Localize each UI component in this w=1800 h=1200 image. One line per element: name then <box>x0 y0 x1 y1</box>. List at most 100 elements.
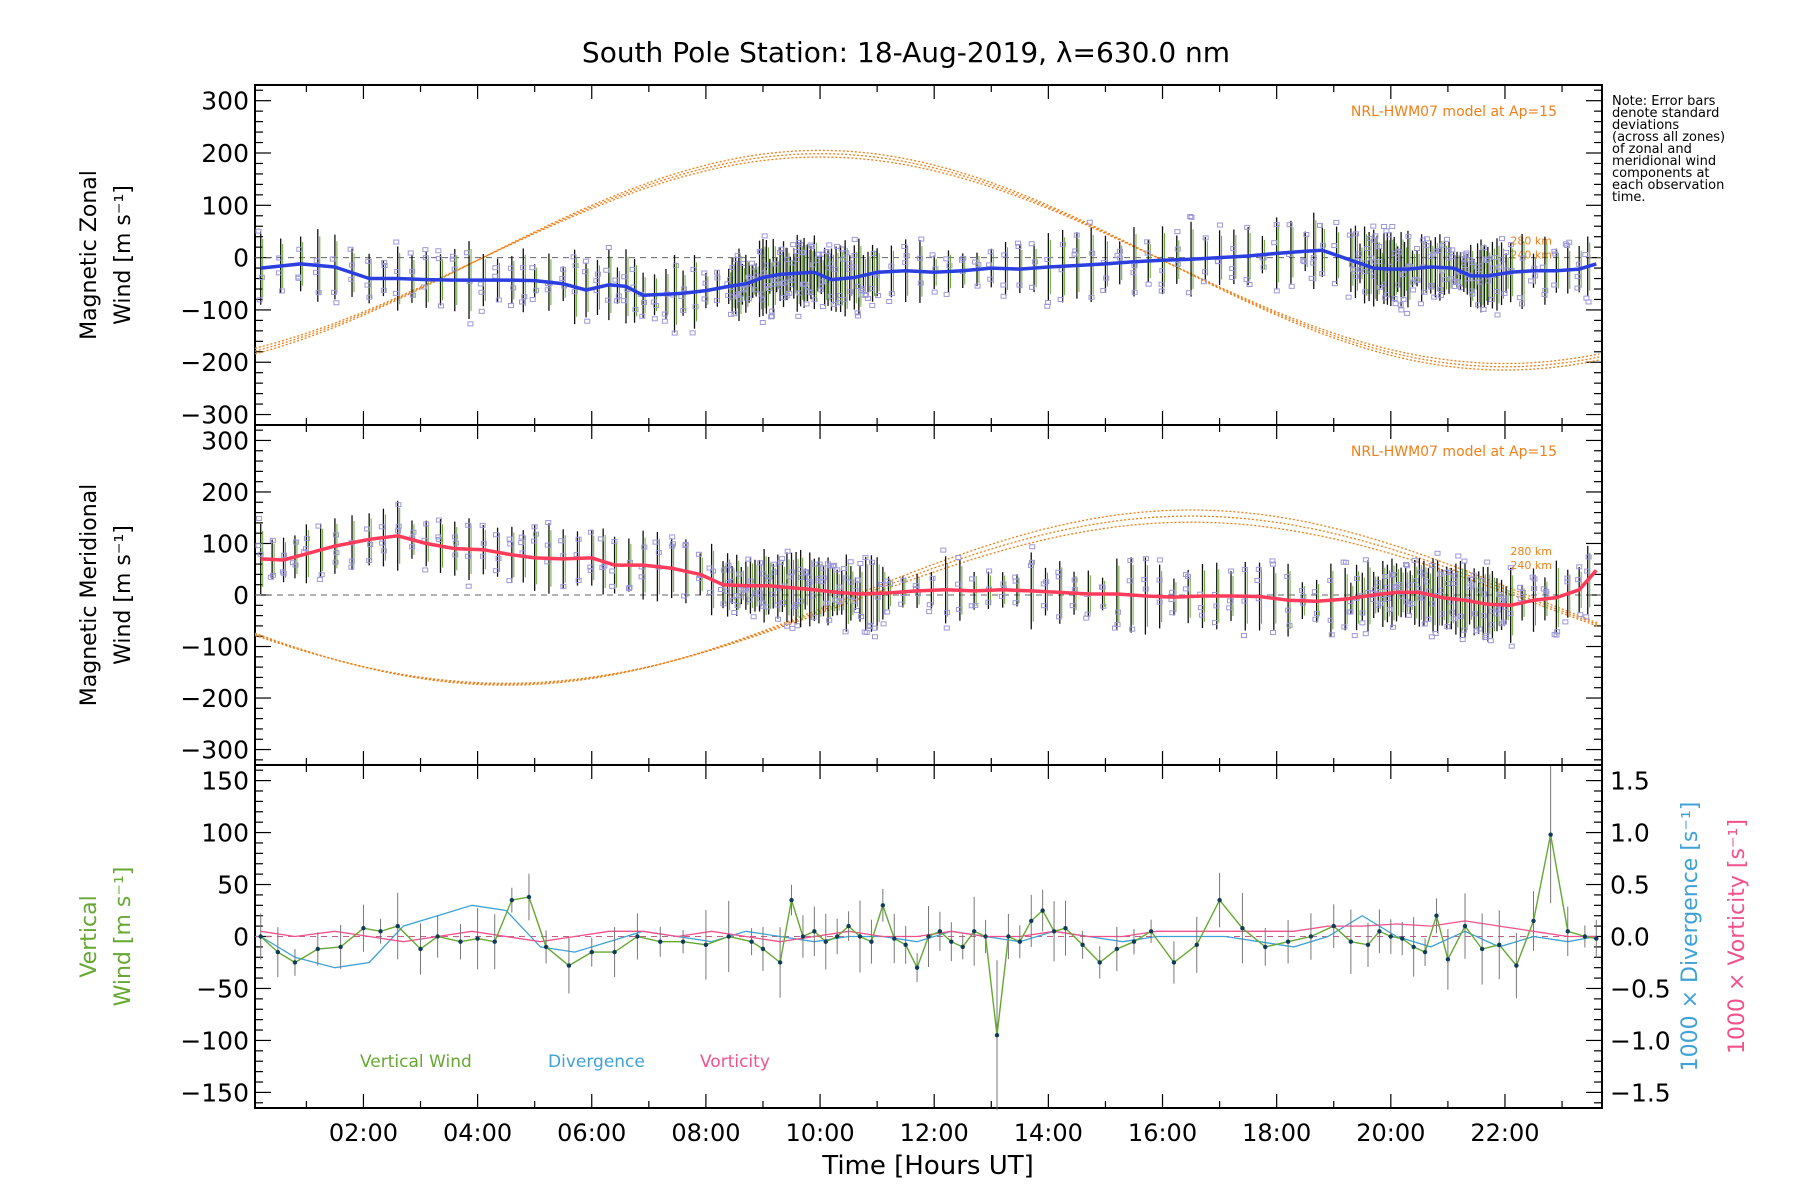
zone-point <box>1197 605 1204 611</box>
zone-point <box>775 277 782 283</box>
vertical-wind-point <box>1308 934 1314 939</box>
zone-point <box>1391 295 1398 301</box>
zone-point <box>392 290 399 296</box>
y-tick-label: −100 <box>180 1026 249 1055</box>
zone-point <box>587 567 594 573</box>
zone-point <box>730 294 737 300</box>
zone-point <box>296 246 303 252</box>
zone-point <box>1364 245 1371 251</box>
vertical-wind-point <box>703 942 709 948</box>
zone-point <box>1471 611 1478 617</box>
y-tick-label: 300 <box>201 426 249 455</box>
zone-point <box>407 250 414 256</box>
zone-point <box>944 609 951 615</box>
note-line: of zonal and <box>1612 142 1692 157</box>
zone-point <box>829 563 836 569</box>
zone-point <box>728 567 735 573</box>
zone-point <box>1028 559 1035 565</box>
vertical-wind-point <box>315 946 320 952</box>
zone-point <box>1423 243 1430 249</box>
zone-point <box>605 297 612 303</box>
zone-point <box>348 276 355 282</box>
zone-point <box>772 261 779 267</box>
zone-point <box>1174 246 1181 252</box>
note-line: deviations <box>1612 118 1680 133</box>
zone-point <box>846 267 853 273</box>
zone-point <box>1313 610 1320 616</box>
zone-point <box>1370 223 1377 229</box>
zone-point <box>740 287 747 293</box>
zone-point <box>1158 288 1165 294</box>
zone-point <box>558 538 565 544</box>
zone-point <box>423 521 430 527</box>
zone-point <box>1359 620 1366 626</box>
zone-point <box>410 292 417 298</box>
zone-point <box>1461 558 1468 564</box>
zone-point <box>1000 293 1007 299</box>
vertical-wind-point <box>1217 897 1222 903</box>
zone-point <box>902 260 909 266</box>
zone-point <box>1460 260 1467 266</box>
vertical-wind-point <box>275 949 281 955</box>
zone-point <box>1460 627 1467 633</box>
zone-point <box>1449 609 1456 615</box>
zone-point <box>1312 616 1319 622</box>
zone-point <box>761 270 768 276</box>
zone-point <box>1425 616 1432 622</box>
zone-point <box>318 572 325 578</box>
zone-point <box>1444 236 1451 242</box>
zone-point <box>757 560 764 566</box>
vertical-wind-point <box>1445 957 1451 962</box>
vertical-wind-point <box>726 934 731 939</box>
zone-point <box>464 553 471 559</box>
zone-point <box>833 243 840 249</box>
zone-point <box>492 532 499 538</box>
vertical-wind-point <box>612 949 617 955</box>
vertical-wind-point <box>892 936 897 941</box>
zone-point <box>955 581 962 587</box>
zone-point <box>972 602 979 608</box>
zonal-panel: 300 200 100 0 −100 −200 −300 Magnetic Zonal Wind… <box>77 84 1603 430</box>
zone-point <box>759 320 766 326</box>
zone-point <box>854 577 861 583</box>
y-tick-label: 0 <box>233 923 249 952</box>
zone-point <box>492 265 499 271</box>
zone-point <box>463 250 470 256</box>
zone-point <box>998 593 1005 599</box>
zone-point <box>1496 591 1503 597</box>
zone-point <box>1071 586 1078 592</box>
zone-point <box>435 256 442 262</box>
zone-point <box>1409 601 1416 607</box>
zone-point <box>381 262 388 268</box>
zone-point <box>1371 237 1378 243</box>
zone-point <box>364 526 371 532</box>
zone-point <box>519 550 526 556</box>
vertical-wind-point <box>846 923 851 929</box>
zone-point <box>380 548 387 554</box>
x-tick-label: 22:00 <box>1470 1119 1539 1147</box>
zone-point <box>1244 224 1251 230</box>
zone-point <box>1352 273 1359 279</box>
zone-point <box>736 593 743 599</box>
vertical-wind-point <box>1063 925 1068 931</box>
zone-point <box>931 289 938 295</box>
zone-point <box>680 307 687 313</box>
zone-point <box>1327 577 1334 583</box>
zone-point <box>1376 284 1383 290</box>
zone-point <box>1260 264 1267 270</box>
zone-point <box>1476 279 1483 285</box>
vertical-wind-point <box>1377 929 1382 934</box>
zone-point <box>560 266 567 272</box>
vertical-wind-point <box>937 929 943 934</box>
meridional-wind-line <box>260 534 1598 608</box>
zone-point <box>479 522 486 528</box>
zone-point <box>255 228 262 234</box>
model-curve <box>254 521 1600 684</box>
zone-point <box>449 256 456 262</box>
zone-point <box>1355 251 1362 257</box>
zone-point <box>1484 559 1491 565</box>
zone-point <box>1487 638 1494 644</box>
zone-point <box>1437 287 1444 293</box>
zone-point <box>768 314 775 320</box>
zone-point <box>518 540 525 546</box>
